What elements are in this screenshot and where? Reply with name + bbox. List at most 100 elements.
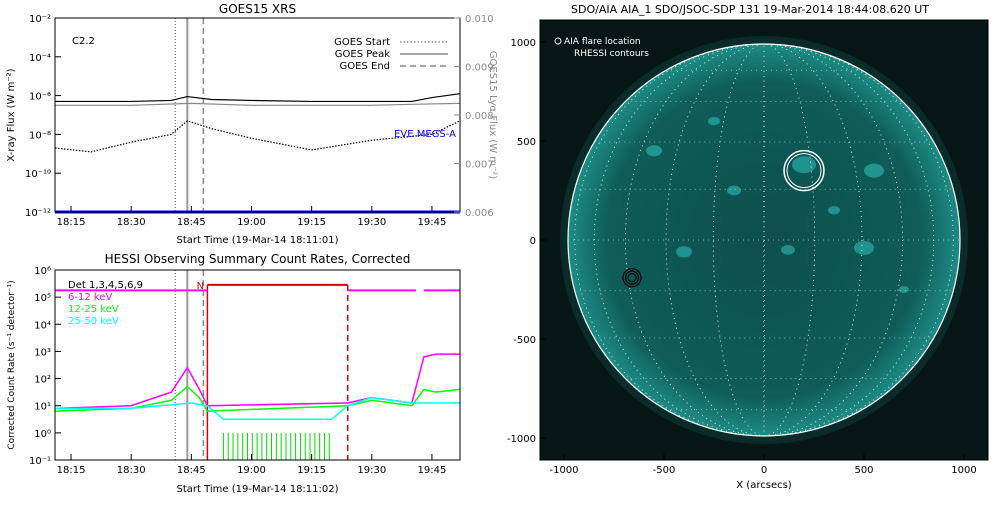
y-tick-label: 10³ bbox=[34, 347, 51, 358]
y-tick-label: 0 bbox=[530, 236, 536, 247]
plot-frame bbox=[54, 17, 461, 213]
active-region bbox=[828, 206, 840, 215]
chart-title: SDO/AIA AIA_1 SDO/JSOC-SDP 131 19-Mar-20… bbox=[571, 3, 929, 16]
x-tick-label: 18:45 bbox=[177, 217, 206, 228]
y-tick-label: 10⁶ bbox=[34, 266, 51, 277]
goes-chart: GOES15 XRS 10⁻² 10⁻⁴ 10⁻⁶ 10⁻⁸ 10⁻¹⁰ 10⁻¹² 0.01… bbox=[6, 2, 498, 246]
x-axis-label: Start Time (19-Mar-14 18:11:02) bbox=[176, 484, 338, 495]
grid-longitude-line bbox=[665, 44, 863, 436]
legend-label: GOES End bbox=[340, 61, 390, 72]
legend-label: AIA flare location bbox=[564, 37, 641, 47]
active-region bbox=[646, 145, 662, 157]
plot-frame bbox=[54, 269, 461, 461]
x-tick-label: 0 bbox=[761, 465, 767, 476]
active-region bbox=[899, 286, 909, 294]
y-tick-label: 10¹ bbox=[34, 402, 51, 413]
x-tick-label: 18:15 bbox=[57, 217, 86, 228]
hessi-series-0 bbox=[54, 353, 460, 410]
y-tick-label: 10⁵ bbox=[34, 293, 51, 304]
hessi-chart: HESSI Observing Summary Count Rates, Cor… bbox=[7, 252, 461, 495]
heliographic-grid bbox=[568, 44, 960, 436]
y2-tick-label: 0.006 bbox=[465, 208, 494, 219]
y2-tick-label: 0.010 bbox=[465, 14, 494, 25]
legend-label: 25-50 keV bbox=[68, 316, 119, 327]
rhessi-contour bbox=[783, 149, 825, 192]
y-tick-label: 10⁻⁶ bbox=[29, 92, 51, 103]
aia-flare-marker bbox=[622, 268, 642, 288]
y2-tick-label: 0.009 bbox=[465, 63, 494, 74]
right-panel: SDO/AIA AIA_1 SDO/JSOC-SDP 131 19-Mar-20… bbox=[500, 0, 1000, 500]
active-region bbox=[676, 246, 692, 258]
x-tick-label: 18:30 bbox=[117, 465, 146, 476]
x-tick-label: 18:15 bbox=[57, 465, 86, 476]
x-tick-label: 19:30 bbox=[357, 217, 386, 228]
x-tick-label: 19:15 bbox=[297, 465, 326, 476]
x-tick-label: 19:45 bbox=[418, 465, 447, 476]
legend-label: GOES Start bbox=[334, 37, 390, 48]
grid-longitude-line bbox=[593, 44, 935, 436]
y-tick-label: 10⁻¹ bbox=[29, 456, 51, 467]
y-tick-label: -1000 bbox=[507, 434, 536, 445]
active-region bbox=[792, 156, 816, 174]
aia-image-chart: SDO/AIA AIA_1 SDO/JSOC-SDP 131 19-Mar-20… bbox=[507, 3, 989, 491]
solar-limb bbox=[567, 43, 961, 437]
left-panel: GOES15 XRS 10⁻² 10⁻⁴ 10⁻⁶ 10⁻⁸ 10⁻¹⁰ 10⁻¹² 0.01… bbox=[0, 0, 500, 500]
x-axis-label: X (arcsecs) bbox=[736, 480, 792, 491]
x-tick-label: -500 bbox=[653, 465, 676, 476]
goes-series-0 bbox=[55, 93, 461, 103]
y-tick-label: 10² bbox=[34, 375, 51, 386]
x-tick-label: 500 bbox=[854, 465, 873, 476]
y-tick-label: 10⁴ bbox=[34, 320, 51, 331]
active-region bbox=[708, 116, 720, 126]
x-axis-label: Start Time (19-Mar-14 18:11:01) bbox=[176, 235, 338, 246]
active-region bbox=[854, 240, 874, 255]
legend-label: 12-25 keV bbox=[68, 304, 119, 315]
y-tick-label: -500 bbox=[513, 335, 536, 346]
aia-flare-marker bbox=[627, 273, 637, 283]
active-region bbox=[781, 245, 795, 255]
x-tick-label: 19:00 bbox=[237, 217, 266, 228]
x-tick-label: 18:45 bbox=[177, 465, 206, 476]
x-tick-label: 18:30 bbox=[117, 217, 146, 228]
x-tick-label: -1000 bbox=[549, 465, 578, 476]
chart-title: GOES15 XRS bbox=[219, 2, 296, 16]
grid-longitude-line bbox=[763, 44, 765, 436]
x-tick-label: 19:30 bbox=[357, 465, 386, 476]
y-axis-label: Corrected Count Rate (s⁻¹ detector⁻¹) bbox=[7, 280, 17, 449]
y-tick-label: 10⁻⁸ bbox=[29, 130, 51, 141]
x-tick-label: 19:00 bbox=[237, 465, 266, 476]
y2-tick-label: 0.008 bbox=[465, 111, 494, 122]
legend-marker bbox=[554, 37, 562, 45]
eve-label: EVE MEGS-A bbox=[394, 129, 456, 140]
hessi-series-2 bbox=[55, 396, 460, 421]
grid-longitude-line bbox=[625, 44, 903, 436]
legend-label: 6-12 keV bbox=[68, 292, 112, 303]
legend-label: GOES Peak bbox=[335, 49, 390, 60]
y-tick-label: 10⁻⁴ bbox=[29, 53, 51, 64]
y-tick-label: 10⁻¹⁰ bbox=[25, 169, 51, 180]
y2-tick-label: 0.007 bbox=[465, 160, 494, 171]
active-region bbox=[727, 185, 741, 196]
y-axis-label: X-ray Flux (W m⁻²) bbox=[6, 68, 17, 161]
y-tick-label: 10⁰ bbox=[34, 429, 51, 440]
x-tick-label: 19:45 bbox=[418, 217, 447, 228]
hessi-series-1 bbox=[54, 385, 461, 412]
x-tick-label: 19:15 bbox=[297, 217, 326, 228]
chart-title: HESSI Observing Summary Count Rates, Cor… bbox=[105, 254, 411, 266]
rhessi-contour bbox=[786, 153, 822, 189]
grid-longitude-line bbox=[712, 44, 816, 436]
grid-longitude-line bbox=[574, 44, 954, 436]
legend-label: Det 1,3,4,5,6,9 bbox=[68, 280, 143, 291]
y2-axis-label: GOES15 Lyα Flux (W m⁻²) bbox=[487, 51, 498, 179]
aia-flare-marker bbox=[624, 270, 640, 285]
x-tick-label: 1000 bbox=[951, 465, 976, 476]
goes-series-1 bbox=[55, 102, 461, 106]
y-tick-label: 500 bbox=[517, 137, 536, 148]
night-label: N bbox=[197, 281, 204, 292]
legend-label: RHESSI contours bbox=[574, 49, 649, 59]
flare-class-label: C2.2 bbox=[72, 36, 95, 47]
y-tick-label: 10⁻¹² bbox=[25, 208, 51, 219]
active-region bbox=[864, 163, 884, 178]
y-tick-label: 1000 bbox=[511, 38, 536, 49]
